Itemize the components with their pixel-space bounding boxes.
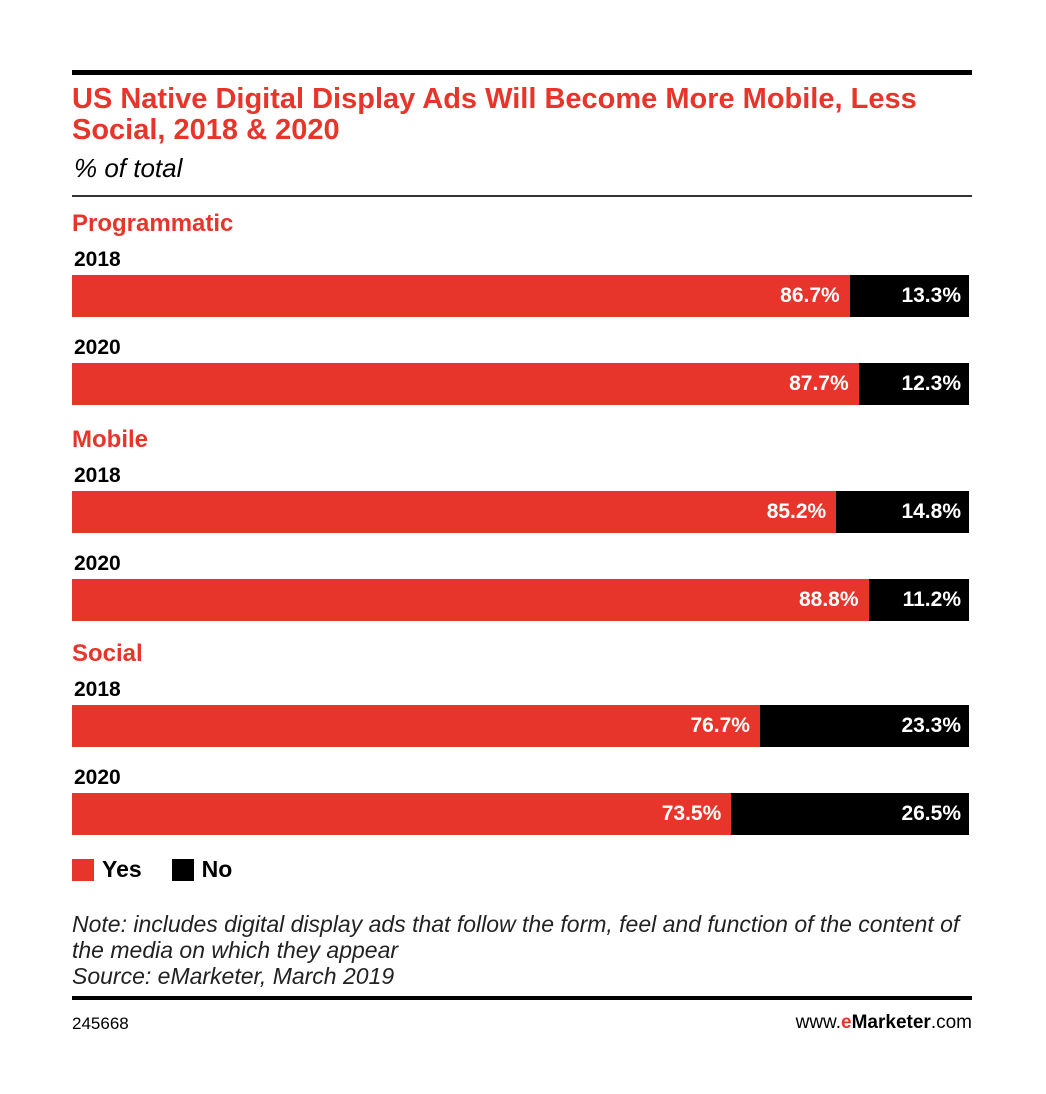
data-label-no: 12.3% <box>901 372 961 395</box>
note-text: Note: includes digital display ads that … <box>72 911 960 963</box>
bar-no: 11.2% <box>868 579 969 621</box>
site-url[interactable]: www.eMarketer.com <box>796 1012 972 1034</box>
data-label-yes: 73.5% <box>661 802 722 825</box>
legend-swatch-yes <box>72 858 94 881</box>
data-label-yes: 85.2% <box>766 500 827 523</box>
bar-yes: 73.5% <box>72 793 732 835</box>
site-url-prefix: www. <box>795 1012 842 1033</box>
data-label-no: 23.3% <box>901 714 961 737</box>
bar-row: 88.8% 11.2% <box>72 579 969 621</box>
legend-label-yes: Yes <box>102 856 142 882</box>
data-label-no: 11.2% <box>902 588 961 611</box>
legend-item-no: No <box>171 856 233 883</box>
bar-row: 76.7% 23.3% <box>72 705 969 747</box>
bottom-rule <box>72 996 972 1000</box>
top-rule <box>72 70 972 75</box>
group-label-mobile: Mobile <box>72 426 148 453</box>
year-label: 2020 <box>74 336 121 359</box>
bar-no: 26.5% <box>731 793 969 835</box>
chart-subtitle: % of total <box>74 153 183 183</box>
bar-no: 23.3% <box>759 705 969 747</box>
data-label-yes: 86.7% <box>780 284 840 307</box>
bar-row: 87.7% 12.3% <box>72 363 969 405</box>
year-label: 2020 <box>74 552 121 575</box>
data-label-yes: 88.8% <box>798 588 859 611</box>
bar-row: 85.2% 14.8% <box>72 491 969 533</box>
bar-row: 86.7% 13.3% <box>72 275 969 317</box>
group-label-social: Social <box>72 640 143 667</box>
legend: Yes No <box>72 856 262 883</box>
chart-title: US Native Digital Display Ads Will Becom… <box>72 83 917 146</box>
site-url-brand-e: e <box>841 1012 852 1033</box>
bar-yes: 85.2% <box>72 491 837 533</box>
year-label: 2020 <box>74 766 121 789</box>
data-label-yes: 87.7% <box>789 372 849 395</box>
bar-no: 13.3% <box>849 275 969 317</box>
year-label: 2018 <box>74 464 121 487</box>
bar-yes: 88.8% <box>72 579 869 621</box>
source-text: Source: eMarketer, March 2019 <box>72 963 395 989</box>
data-label-no: 26.5% <box>901 802 961 825</box>
site-url-brand: Marketer <box>851 1012 931 1033</box>
year-label: 2018 <box>74 248 121 271</box>
footnote: Note: includes digital display ads that … <box>72 911 972 989</box>
bar-yes: 76.7% <box>72 705 760 747</box>
data-label-no: 14.8% <box>901 500 961 523</box>
bar-yes: 86.7% <box>72 275 850 317</box>
bar-row: 73.5% 26.5% <box>72 793 969 835</box>
stacked-bar-chart: Programmatic 2018 86.7% 13.3% 2020 87.7% 12.3%… <box>72 210 972 850</box>
header-divider <box>72 195 972 197</box>
year-label: 2018 <box>74 678 121 701</box>
bar-no: 14.8% <box>836 491 969 533</box>
legend-swatch-no <box>171 858 194 881</box>
bar-yes: 87.7% <box>72 363 859 405</box>
site-url-suffix: .com <box>930 1012 972 1033</box>
bar-no: 12.3% <box>858 363 969 405</box>
legend-item-yes: Yes <box>72 856 142 883</box>
chart-id: 245668 <box>72 1014 129 1033</box>
data-label-no: 13.3% <box>901 284 961 307</box>
legend-label-no: No <box>201 856 233 882</box>
data-label-yes: 76.7% <box>690 714 750 737</box>
group-label-programmatic: Programmatic <box>72 210 234 237</box>
